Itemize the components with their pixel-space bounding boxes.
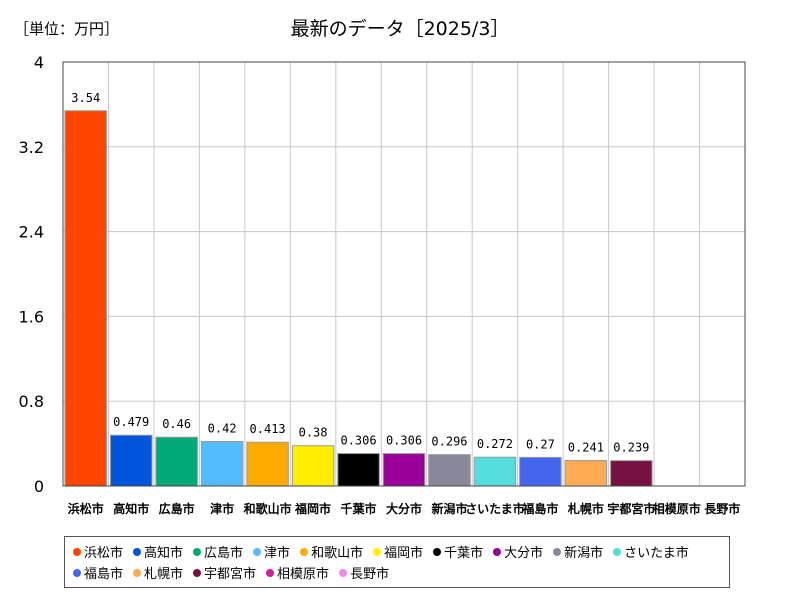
legend-label: 高知市 — [144, 546, 184, 561]
chart-title: 最新のデータ［2025/3］ — [290, 18, 510, 40]
bar-1 — [64, 110, 107, 487]
plot-border — [62, 61, 746, 487]
legend-item: 宇都宮市 — [193, 562, 256, 583]
y-tick-label: 0 — [34, 477, 44, 496]
bar-7 — [337, 453, 380, 487]
x-tick-label: 札幌市 — [567, 501, 604, 516]
value-label: 0.479 — [113, 415, 149, 429]
legend-marker — [133, 568, 142, 577]
legend-marker — [266, 568, 275, 577]
bar-12 — [564, 459, 608, 487]
bar-3 — [155, 436, 198, 487]
y-tick-label: 2.4 — [19, 223, 44, 242]
legend-item: 広島市 — [193, 541, 243, 562]
legend-label: 福島市 — [84, 567, 124, 582]
legend-label: 福岡市 — [384, 546, 424, 561]
legend-item: 福岡市 — [373, 541, 423, 562]
legend-item: 和歌山市 — [300, 541, 363, 562]
value-label: 0.38 — [299, 426, 328, 440]
legend-label: 津市 — [264, 546, 291, 561]
x-tick-label: 福岡市 — [294, 501, 331, 516]
legend-label: 札幌市 — [144, 567, 184, 582]
bar-5 — [246, 441, 289, 487]
plot-area — [63, 62, 745, 486]
x-tick-label: さいたま市 — [465, 501, 525, 516]
legend-label: 千葉市 — [444, 546, 484, 561]
legend-marker — [339, 568, 348, 577]
x-tick-label: 和歌山市 — [243, 501, 292, 516]
legend-marker — [73, 547, 81, 556]
legend-item: さいたま市 — [613, 541, 689, 562]
legend-label: 宇都宮市 — [204, 567, 257, 582]
bar-4 — [200, 440, 244, 487]
legend-item: 浜松市 — [73, 541, 123, 562]
value-label: 0.296 — [431, 435, 467, 449]
y-tick-label: 4 — [34, 53, 44, 72]
legend-marker — [553, 547, 562, 556]
value-label: 0.272 — [477, 437, 513, 451]
value-label: 0.306 — [386, 434, 422, 448]
value-label: 0.42 — [208, 421, 237, 435]
unit-label: ［単位：万円］ — [14, 20, 120, 38]
bar-2 — [109, 434, 153, 487]
y-tick-label: 0.8 — [19, 392, 44, 411]
x-tick-label: 広島市 — [159, 501, 195, 516]
bar-8 — [382, 453, 426, 487]
legend-item: 津市 — [253, 541, 290, 562]
legend-label: 広島市 — [204, 546, 244, 561]
legend-marker — [253, 547, 262, 556]
bar-9 — [428, 454, 471, 487]
legend-label: 和歌山市 — [311, 546, 364, 561]
bar-chart: 0 0.8 1.6 2.4 3.2 4 3.54 浜松市 0.479 高知市 0.46 広島市 0.42… — [19, 53, 746, 516]
x-tick-label: 浜松市 — [68, 501, 104, 516]
legend-label: さいたま市 — [624, 546, 689, 561]
bar-13 — [610, 460, 653, 487]
legend-label: 長野市 — [350, 567, 390, 582]
x-tick-label: 高知市 — [113, 501, 149, 516]
legend-label: 大分市 — [504, 546, 544, 561]
value-label: 0.239 — [613, 441, 649, 455]
x-tick-label: 長野市 — [704, 501, 740, 516]
legend-item: 高知市 — [133, 541, 183, 562]
chart-legend: 浜松市 高知市 広島市 津市 和歌山市 福岡市 千葉市 大分市 新潟市 さいたま市福島市 札幌市 宇都… — [64, 536, 730, 588]
legend-marker — [193, 568, 202, 577]
bar-11 — [519, 456, 562, 487]
legend-item: 千葉市 — [433, 541, 483, 562]
x-tick-label: 大分市 — [386, 501, 422, 516]
value-label: 0.413 — [250, 422, 286, 436]
y-tick-label: 3.2 — [19, 138, 44, 157]
legend-marker — [73, 568, 81, 577]
value-label: 3.54 — [71, 91, 100, 105]
legend-marker — [373, 547, 382, 556]
legend-item: 相模原市 — [266, 562, 329, 583]
value-label: 0.46 — [162, 417, 191, 431]
legend-item: 新潟市 — [553, 541, 603, 562]
legend-item: 札幌市 — [133, 562, 183, 583]
y-tick-label: 1.6 — [19, 307, 44, 326]
legend-label: 新潟市 — [564, 546, 604, 561]
x-tick-label: 相模原市 — [653, 501, 701, 516]
value-label: 0.306 — [340, 434, 376, 448]
x-tick-label: 宇都宮市 — [607, 501, 655, 516]
legend-item: 大分市 — [493, 541, 543, 562]
bar-6 — [291, 445, 335, 487]
legend-marker — [133, 547, 142, 556]
legend-item: 福島市 — [73, 562, 123, 583]
legend-marker — [433, 547, 442, 556]
x-tick-label: 福島市 — [521, 501, 558, 516]
legend-marker — [193, 547, 202, 556]
legend-marker — [493, 547, 502, 556]
x-tick-label: 千葉市 — [341, 501, 377, 516]
legend-label: 浜松市 — [84, 546, 124, 561]
x-tick-label: 津市 — [210, 501, 234, 516]
x-tick-label: 新潟市 — [431, 501, 467, 516]
legend-marker — [300, 547, 309, 556]
value-label: 0.241 — [568, 440, 604, 454]
legend-item: 長野市 — [339, 562, 389, 583]
legend-label: 相模原市 — [277, 567, 330, 582]
value-label: 0.27 — [526, 437, 555, 451]
legend-marker — [613, 547, 622, 556]
bar-10 — [473, 456, 517, 487]
